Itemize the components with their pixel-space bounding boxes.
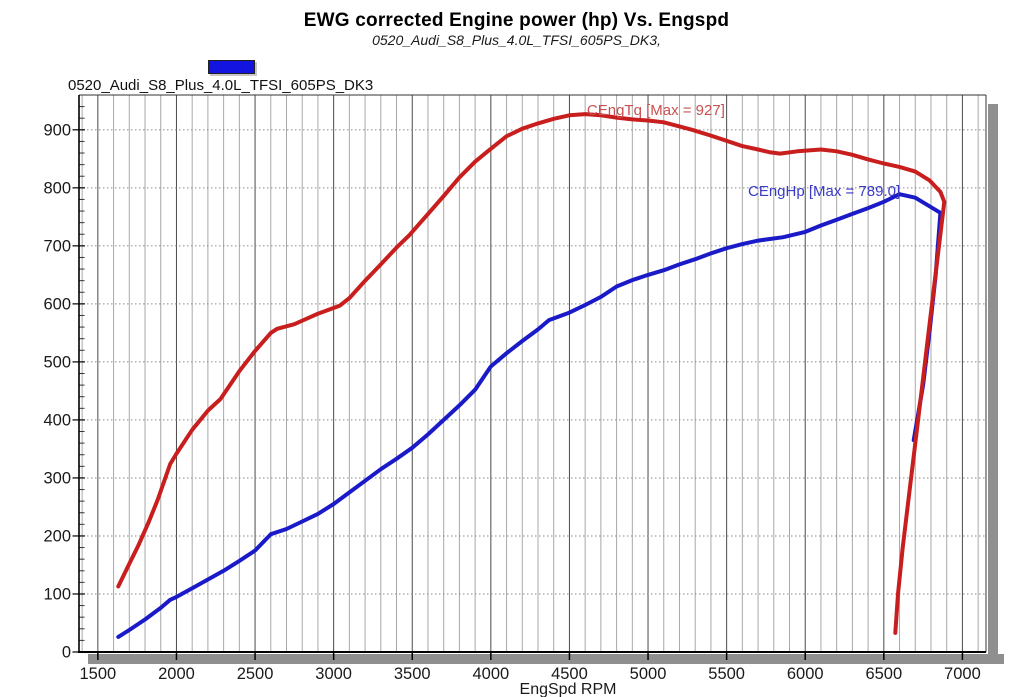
svg-text:600: 600 — [43, 295, 71, 313]
y-tick-labels: 0 100 200 300 400 500 600 700 800 900 — [43, 121, 71, 661]
y-grid — [79, 129, 986, 595]
svg-text:700: 700 — [43, 237, 71, 255]
cenghp-curve — [116, 192, 943, 639]
svg-text:6000: 6000 — [787, 665, 824, 683]
svg-text:5500: 5500 — [708, 665, 745, 683]
plot-shadow — [79, 95, 1004, 664]
svg-text:300: 300 — [43, 469, 71, 487]
chart-subtitle: 0520_Audi_S8_Plus_4.0L_TFSI_605PS_DK3, — [372, 32, 661, 48]
legend-swatch — [208, 60, 255, 74]
svg-text:4000: 4000 — [472, 665, 509, 683]
svg-text:0: 0 — [62, 644, 71, 662]
svg-text:400: 400 — [43, 411, 71, 429]
chart-title: EWG corrected Engine power (hp) Vs. Engs… — [303, 10, 730, 31]
torque-curve-label: CEngTq [Max = 927] — [586, 101, 725, 119]
svg-text:3000: 3000 — [315, 665, 352, 683]
svg-text:2000: 2000 — [158, 665, 195, 683]
svg-text:3500: 3500 — [394, 665, 431, 683]
x-ticks — [97, 652, 964, 660]
svg-text:4500: 4500 — [551, 665, 588, 683]
power-curve-label: CEngHp [Max = 789.0] — [747, 182, 901, 200]
plot-frame — [78, 94, 987, 653]
svg-text:7000: 7000 — [944, 665, 981, 683]
svg-text:6500: 6500 — [865, 665, 902, 683]
cengtq-curve — [116, 112, 947, 635]
svg-text:100: 100 — [43, 585, 71, 603]
svg-text:800: 800 — [43, 179, 71, 197]
x-tick-labels: 1500 2000 2500 3000 3500 4000 4500 5000 5500 6000… — [80, 665, 981, 683]
svg-text:500: 500 — [43, 353, 71, 371]
x-axis-label: EngSpd RPM — [519, 681, 617, 697]
legend-label: 0520_Audi_S8_Plus_4.0L_TFSI_605PS_DK3 — [68, 77, 374, 94]
svg-text:200: 200 — [43, 527, 71, 545]
svg-text:2500: 2500 — [237, 665, 274, 683]
svg-text:900: 900 — [43, 121, 71, 139]
svg-text:5000: 5000 — [630, 665, 667, 683]
svg-text:1500: 1500 — [80, 665, 117, 683]
